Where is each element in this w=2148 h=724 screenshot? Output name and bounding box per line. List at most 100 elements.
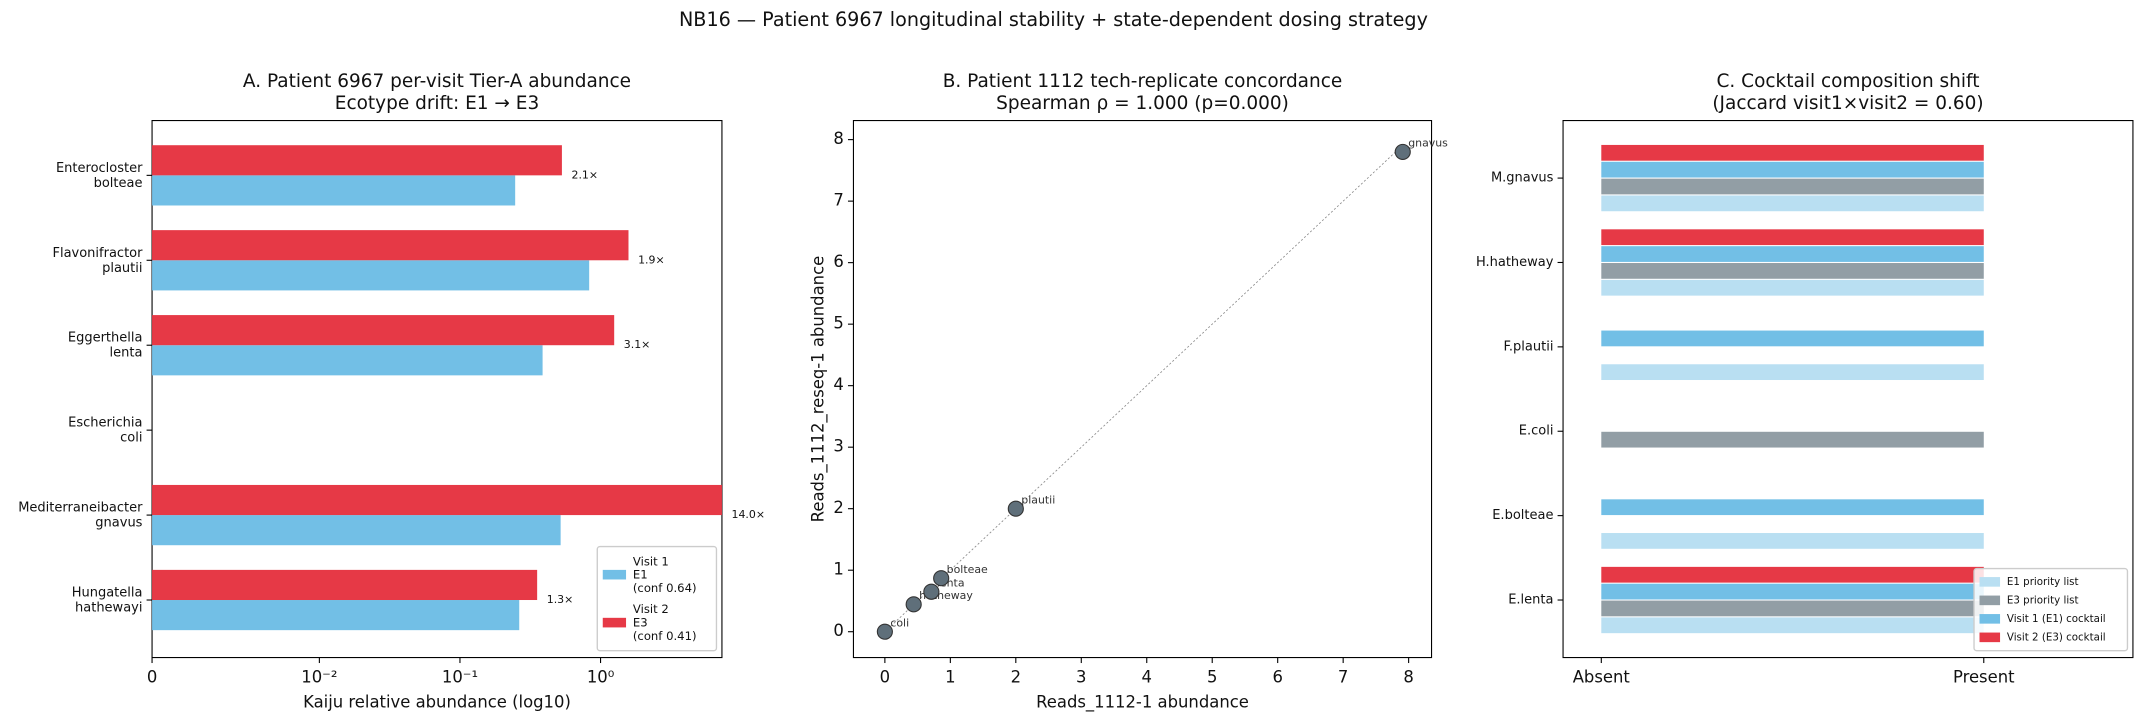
y-tick-label: 4	[833, 375, 843, 394]
panel-subtitle: (Jaccard visit1×visit2 = 0.60)	[1712, 93, 1983, 114]
legend-label: Visit 1 E1 (conf 0.64)	[633, 554, 697, 595]
point-label: gnavus	[1408, 137, 1448, 150]
legend-label: Visit 2 E3 (conf 0.41)	[633, 602, 697, 643]
x-tick-label: 0	[147, 668, 157, 687]
y-tick-label: 1	[833, 560, 843, 579]
bar	[1601, 600, 1984, 617]
point	[1007, 500, 1024, 517]
bar	[152, 600, 520, 631]
y-tick-label: Flavonifractor plautii	[52, 245, 143, 275]
legend-swatch	[1979, 577, 2001, 587]
y-tick-label: 3	[833, 437, 843, 456]
ratio-label: 2.1×	[571, 168, 598, 181]
reference-line	[884, 144, 1404, 633]
ratio-label: 1.3×	[547, 593, 574, 606]
figure-title: NB16 — Patient 6967 longitudinal stabili…	[679, 8, 1428, 31]
legend: Visit 1 E1 (conf 0.64) Visit 2 E3 (conf 0.41)	[596, 545, 718, 652]
bar	[152, 260, 590, 291]
bar	[1601, 178, 1984, 195]
panel-title: A. Patient 6967 per-visit Tier-A abundan…	[243, 71, 631, 92]
legend-swatch	[602, 569, 627, 580]
axes-frame	[852, 120, 1433, 659]
y-tick-label: 0	[833, 621, 843, 640]
bar	[1601, 330, 1984, 347]
x-tick-label: 4	[1142, 668, 1152, 687]
x-tick-label: 5	[1207, 668, 1217, 687]
ratio-label: 3.1×	[624, 338, 651, 351]
x-tick-label: 3	[1076, 668, 1086, 687]
x-tick-label: 6	[1272, 668, 1282, 687]
bar	[152, 345, 543, 376]
bar	[152, 569, 538, 601]
x-tick-label: 8	[1403, 668, 1413, 687]
bar	[1601, 617, 1984, 634]
bar	[1601, 195, 1984, 212]
bar	[152, 315, 615, 346]
x-tick-label: 7	[1338, 668, 1348, 687]
legend-label: Visit 2 (E3) cocktail	[2007, 631, 2106, 643]
ratio-label: 14.0×	[732, 508, 766, 521]
legend-box	[596, 545, 718, 652]
legend-label: E1 priority list	[2007, 576, 2079, 588]
x-axis-label: Reads_1112-1 abundance	[1036, 692, 1249, 712]
axes-frame	[151, 120, 723, 659]
bar	[1601, 364, 1984, 381]
y-tick-label: 5	[833, 314, 843, 333]
bar	[1601, 566, 1984, 583]
bar	[152, 515, 561, 546]
bar	[1601, 499, 1984, 516]
y-tick-label: E.coli	[1519, 424, 1554, 439]
figure-content: NB16 — Patient 6967 longitudinal stabili…	[18, 8, 2134, 712]
y-tick-label: Eggerthella lenta	[68, 330, 143, 360]
ratio-label: 1.9×	[638, 253, 665, 266]
y-tick-label: 8	[833, 129, 843, 148]
legend-label: Visit 1 (E1) cocktail	[2007, 613, 2106, 625]
bar	[1601, 229, 1984, 246]
y-tick-label: Mediterraneibacter gnavus	[18, 500, 143, 530]
legend-swatch	[602, 617, 627, 628]
x-tick-label: Absent	[1573, 668, 1631, 687]
x-tick-label: 1	[945, 668, 955, 687]
point	[923, 583, 940, 600]
legend-swatch	[1979, 595, 2001, 606]
x-axis-label: Kaiju relative abundance (log10)	[303, 692, 571, 711]
legend-box	[1973, 567, 2129, 652]
x-tick-label: 0	[880, 668, 890, 687]
bar	[152, 175, 516, 206]
point	[905, 596, 922, 613]
y-tick-label: E.bolteae	[1492, 508, 1553, 523]
x-tick-label: 10⁻¹	[442, 668, 478, 687]
bar	[1601, 583, 1984, 600]
x-tick-label: 2	[1011, 668, 1021, 687]
axes-frame	[1562, 120, 2134, 659]
y-tick-label: 2	[833, 498, 843, 517]
bar	[1601, 246, 1984, 262]
bar	[1601, 431, 1984, 448]
bar	[152, 230, 629, 261]
point-label: coli	[890, 616, 909, 629]
y-tick-label: E.lenta	[1508, 593, 1553, 608]
y-tick-label: 7	[833, 191, 843, 210]
x-tick-label: 10⁰	[587, 668, 615, 687]
point-label: bolteae	[947, 563, 988, 576]
legend-label: E3 priority list	[2007, 594, 2079, 606]
panel-subtitle: Spearman ρ = 1.000 (p=0.000)	[996, 93, 1289, 114]
y-tick-label: Hungatella hathewayi	[72, 585, 143, 615]
y-tick-label: H.hatheway	[1476, 255, 1554, 270]
y-tick-label: M.gnavus	[1491, 171, 1554, 186]
bar	[152, 145, 562, 176]
y-tick-label: Enterocloster bolteae	[56, 160, 143, 190]
point-label: plautii	[1021, 493, 1055, 506]
x-tick-label: Present	[1953, 668, 2015, 687]
bar	[1601, 161, 1984, 178]
y-tick-label: Escherichia coli	[68, 415, 142, 445]
panel-subtitle: Ecotype drift: E1 → E3	[335, 93, 539, 114]
y-tick-label: 6	[833, 252, 843, 271]
x-tick-label: 10⁻²	[301, 668, 337, 687]
y-tick-label: F.plautii	[1504, 339, 1554, 354]
bar	[1601, 279, 1984, 296]
bar	[1601, 144, 1984, 161]
bar	[152, 484, 722, 516]
panel-title: B. Patient 1112 tech-replicate concordan…	[943, 71, 1343, 92]
